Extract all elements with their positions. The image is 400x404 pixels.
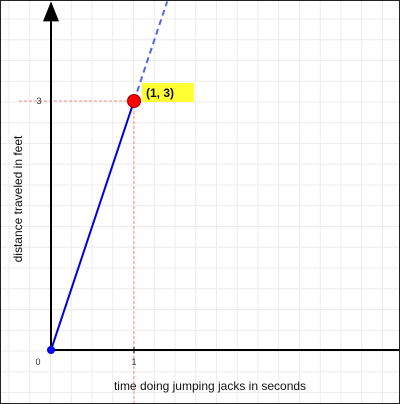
- tick-labels: 0 1 3: [35, 96, 136, 367]
- x-tick-label: 0: [35, 357, 40, 367]
- x-tick-label: 1: [131, 357, 136, 367]
- series-line: [50, 100, 135, 351]
- y-axis-label: distance traveled in feet: [11, 135, 25, 262]
- axes: [43, 1, 399, 351]
- y-axis-arrow: [43, 1, 59, 22]
- y-tick-label: 3: [36, 96, 41, 106]
- point-label: (1, 3): [146, 86, 174, 100]
- series-layer: [47, 1, 169, 354]
- axis-labels: time doing jumping jacks in seconds dist…: [11, 135, 306, 393]
- x-axis-label: time doing jumping jacks in seconds: [114, 379, 306, 393]
- point-label-background: [142, 83, 194, 102]
- dashed-extension-line: [133, 1, 169, 102]
- annotations: (1, 3): [142, 83, 194, 102]
- highlight-point: [127, 94, 141, 108]
- origin-point: [47, 346, 55, 354]
